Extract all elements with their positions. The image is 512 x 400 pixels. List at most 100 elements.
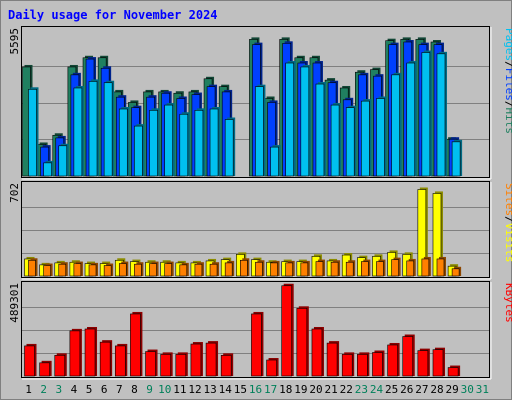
x-tick-label: 31 xyxy=(476,383,489,396)
x-tick-label: 21 xyxy=(325,383,338,396)
legend-entry: Hits xyxy=(503,108,512,135)
bar xyxy=(54,355,66,377)
series-kbytes xyxy=(24,283,461,377)
x-tick-label: 24 xyxy=(370,383,384,396)
bar xyxy=(164,104,173,177)
bar xyxy=(28,88,37,177)
bar xyxy=(164,263,172,277)
legend-entry: / xyxy=(503,61,512,68)
bar xyxy=(130,313,141,377)
x-axis-labels: 1 2 3 4 5 6 7 8 9 10 11 12 13 14 15 16 17 18 19 20 21 22 23 24 2… xyxy=(25,383,489,396)
bar xyxy=(175,354,187,377)
bar xyxy=(387,344,398,377)
series-pages xyxy=(28,50,463,177)
bar xyxy=(73,87,83,177)
bar xyxy=(447,367,459,377)
bar xyxy=(341,354,353,377)
bar xyxy=(114,345,126,377)
bar xyxy=(361,100,370,177)
x-tick-label: 5 xyxy=(86,383,93,396)
bar xyxy=(391,259,399,277)
bar xyxy=(134,125,143,177)
bar xyxy=(296,308,308,377)
bar xyxy=(179,113,189,177)
panel-legend: Pages/Files/Hits xyxy=(503,28,512,134)
bar xyxy=(436,258,445,277)
bar xyxy=(330,261,339,277)
bar xyxy=(205,342,217,377)
legend-entry: Files xyxy=(503,68,512,101)
bar xyxy=(58,145,68,177)
bar xyxy=(285,62,294,177)
bar xyxy=(103,265,112,277)
x-tick-label: 2 xyxy=(40,383,47,396)
bar xyxy=(391,74,400,177)
bar xyxy=(24,345,35,377)
bar xyxy=(224,262,233,277)
legend-entry: Pages xyxy=(503,28,512,61)
bar xyxy=(58,263,67,277)
bar xyxy=(266,359,277,377)
bar xyxy=(209,263,218,277)
x-tick-label: 11 xyxy=(173,383,186,396)
legend-entry: KBytes xyxy=(503,283,512,323)
bar xyxy=(149,110,158,177)
x-tick-label: 25 xyxy=(385,383,398,396)
bar xyxy=(43,265,51,277)
bar xyxy=(103,82,113,177)
bar xyxy=(251,313,262,377)
bar xyxy=(255,86,264,177)
bar xyxy=(190,343,202,377)
panel-legend: Sites/Visits xyxy=(503,183,512,263)
panel-legend: KBytes xyxy=(503,283,512,323)
bar xyxy=(402,336,414,377)
x-tick-label: 4 xyxy=(71,383,78,396)
bar xyxy=(315,261,324,277)
bar xyxy=(285,262,293,277)
x-tick-label: 22 xyxy=(340,383,353,396)
bar xyxy=(315,83,325,177)
x-tick-label: 17 xyxy=(264,383,277,396)
bar xyxy=(270,146,279,177)
bar xyxy=(376,98,385,177)
bar xyxy=(149,263,157,277)
bar xyxy=(451,141,461,177)
legend-entry: Sites xyxy=(503,183,512,216)
bar xyxy=(270,262,278,277)
bar xyxy=(145,351,156,377)
x-tick-label: 13 xyxy=(203,383,216,396)
bar xyxy=(421,258,430,277)
bar xyxy=(417,350,429,377)
bar xyxy=(194,110,204,177)
x-tick-label: 15 xyxy=(234,383,247,396)
x-tick-label: 14 xyxy=(219,383,233,396)
bar xyxy=(39,362,50,377)
panel-visitors: 702 Sites/Visits xyxy=(8,181,512,280)
series-sites xyxy=(28,256,462,277)
bar xyxy=(357,354,368,377)
x-tick-label: 3 xyxy=(56,383,63,396)
x-tick-label: 19 xyxy=(294,383,307,396)
bar xyxy=(118,108,128,177)
bar xyxy=(421,52,431,177)
bar xyxy=(88,81,98,177)
x-tick-label: 1 xyxy=(25,383,32,396)
x-tick-label: 26 xyxy=(400,383,413,396)
chart-panels: 5595Pages/Files/Hits702Sites/Visits48930… xyxy=(8,26,512,380)
bar xyxy=(240,259,248,277)
bar xyxy=(194,263,203,277)
bar xyxy=(345,107,355,177)
bar xyxy=(69,330,81,377)
bar xyxy=(432,349,444,377)
legend-entry: / xyxy=(503,216,512,223)
x-tick-label: 30 xyxy=(461,383,474,396)
bar xyxy=(43,162,52,177)
x-tick-label: 10 xyxy=(158,383,171,396)
bar xyxy=(376,261,384,277)
bar xyxy=(406,260,415,277)
bar xyxy=(451,268,460,277)
bar xyxy=(73,263,82,277)
x-tick-label: 29 xyxy=(446,383,459,396)
